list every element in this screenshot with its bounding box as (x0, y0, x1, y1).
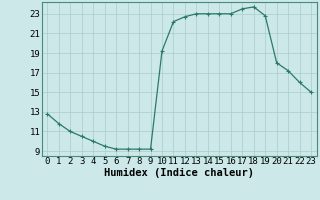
X-axis label: Humidex (Indice chaleur): Humidex (Indice chaleur) (104, 168, 254, 178)
